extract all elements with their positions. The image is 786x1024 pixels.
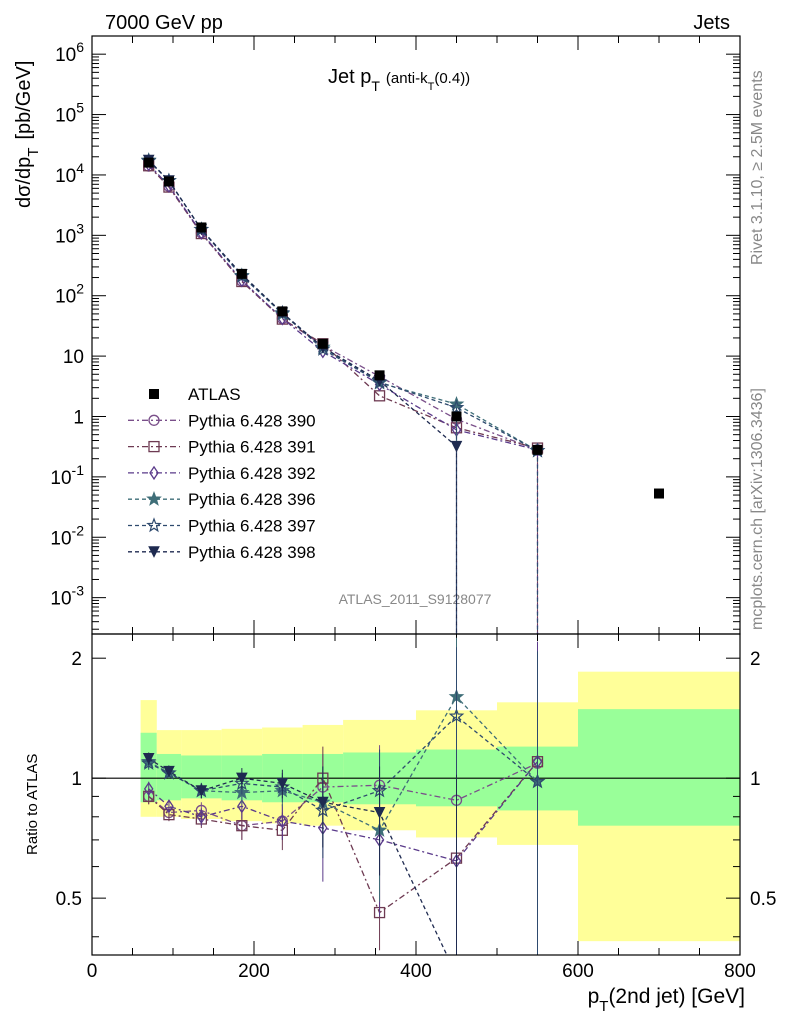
band-green-9 bbox=[578, 709, 740, 826]
header-right: Jets bbox=[693, 12, 730, 34]
ratio-point bbox=[277, 813, 288, 829]
data-point bbox=[277, 306, 288, 317]
header-left: 7000 GeV pp bbox=[105, 12, 223, 34]
legend-marker-0 bbox=[148, 414, 160, 426]
ratio-ytick-label-left: 1 bbox=[71, 769, 82, 790]
xtick-label: 200 bbox=[238, 961, 270, 982]
ratio-point bbox=[196, 809, 207, 824]
ratio-point bbox=[448, 708, 465, 723]
ratio-point bbox=[236, 772, 248, 785]
data-point bbox=[143, 157, 154, 168]
legend-label-4: Pythia 6.428 397 bbox=[188, 517, 316, 536]
ytick-label: 103 bbox=[55, 220, 84, 247]
ratio-ytick-label-right: 1 bbox=[750, 769, 761, 790]
data-point bbox=[532, 444, 543, 455]
ratio-point bbox=[373, 807, 386, 819]
series-point bbox=[450, 440, 463, 453]
ytick-label: 10 bbox=[63, 347, 84, 368]
series-point bbox=[448, 399, 465, 415]
ratio-ytick-label-right: 2 bbox=[750, 649, 761, 670]
ytick-label: 10-1 bbox=[50, 462, 84, 489]
series-line-5 bbox=[148, 159, 457, 447]
series-line-2 bbox=[148, 163, 538, 451]
ytick-label: 10-2 bbox=[50, 522, 84, 549]
ratio-ytick-label-left: 2 bbox=[71, 649, 82, 670]
legend-label-0: Pythia 6.428 390 bbox=[188, 411, 316, 430]
ratio-point bbox=[164, 799, 174, 814]
ytick-label: 1 bbox=[73, 407, 84, 428]
main-series bbox=[140, 152, 664, 634]
ratio-point bbox=[236, 820, 248, 832]
ratio-point bbox=[529, 773, 546, 789]
data-point bbox=[163, 176, 174, 187]
ytick-label: 106 bbox=[55, 39, 84, 66]
data-point bbox=[451, 411, 462, 422]
ratio-point bbox=[195, 785, 208, 797]
ratio-point bbox=[317, 796, 329, 809]
xtick-label: 400 bbox=[400, 961, 432, 982]
plot-frames bbox=[91, 35, 741, 956]
ratio-point bbox=[276, 777, 289, 790]
xtick-label: 0 bbox=[87, 961, 98, 982]
legend-label-5: Pythia 6.428 398 bbox=[188, 543, 316, 562]
ytick-label: 104 bbox=[55, 160, 84, 187]
ratio-point bbox=[143, 781, 154, 797]
series-line-0 bbox=[148, 165, 538, 451]
ytick-label: 10-3 bbox=[50, 583, 84, 610]
xtick-label: 800 bbox=[724, 961, 756, 982]
legend-label-2: Pythia 6.428 392 bbox=[188, 464, 316, 483]
data-point bbox=[317, 338, 328, 349]
ratio-ytick-label-right: 0.5 bbox=[750, 889, 776, 910]
ytick-label: 102 bbox=[55, 281, 84, 308]
ratio-ytick-label-left: 0.5 bbox=[56, 889, 82, 910]
data-point bbox=[654, 488, 664, 499]
legend-marker-4 bbox=[146, 517, 162, 533]
legend-marker-3 bbox=[146, 490, 162, 506]
main-plot-title: Jet pT (anti-kT(0.4)) bbox=[328, 66, 470, 94]
mcplots-info: mcplots.cern.ch [arXiv:1306.3436] bbox=[749, 388, 766, 630]
ratio-line-5 bbox=[148, 758, 448, 955]
legend-label-data: ATLAS bbox=[188, 385, 241, 404]
ytick-label: 105 bbox=[55, 100, 84, 127]
legend-marker-2 bbox=[149, 465, 159, 481]
analysis-label: ATLAS_2011_S9128077 bbox=[339, 591, 492, 607]
series-point bbox=[448, 395, 465, 411]
xlabel: pT(2nd jet) [GeV] bbox=[588, 985, 745, 1015]
ratio-series bbox=[140, 637, 546, 955]
legend-marker-1 bbox=[148, 440, 160, 453]
ratio-point bbox=[142, 753, 155, 765]
series-line-3 bbox=[148, 159, 538, 452]
ratio-point bbox=[140, 754, 157, 770]
ratio-ylabel: Ratio to ATLAS bbox=[24, 754, 41, 855]
legend: ATLAS Pythia 6.428 390 Pythia 6.428 391 Pyt… bbox=[128, 385, 316, 562]
ratio-frame bbox=[91, 633, 741, 956]
data-point bbox=[374, 370, 385, 381]
data-point bbox=[236, 268, 247, 279]
ratio-point bbox=[163, 765, 175, 778]
main-ylabel: dσ/dpT[pb/GeV] bbox=[13, 61, 42, 208]
series-line-1 bbox=[148, 165, 538, 449]
ratio-point bbox=[237, 799, 247, 814]
legend-marker-data bbox=[149, 389, 159, 399]
legend-marker-5 bbox=[148, 546, 160, 558]
rivet-info: Rivet 3.1.10, ≥ 2.5M events bbox=[749, 70, 766, 265]
data-point bbox=[196, 222, 207, 233]
xtick-label: 600 bbox=[562, 961, 594, 982]
legend-label-3: Pythia 6.428 396 bbox=[188, 490, 316, 509]
legend-label-1: Pythia 6.428 391 bbox=[188, 438, 316, 457]
series-line-4 bbox=[148, 160, 538, 452]
ratio-uncertainty-bands bbox=[92, 671, 740, 942]
